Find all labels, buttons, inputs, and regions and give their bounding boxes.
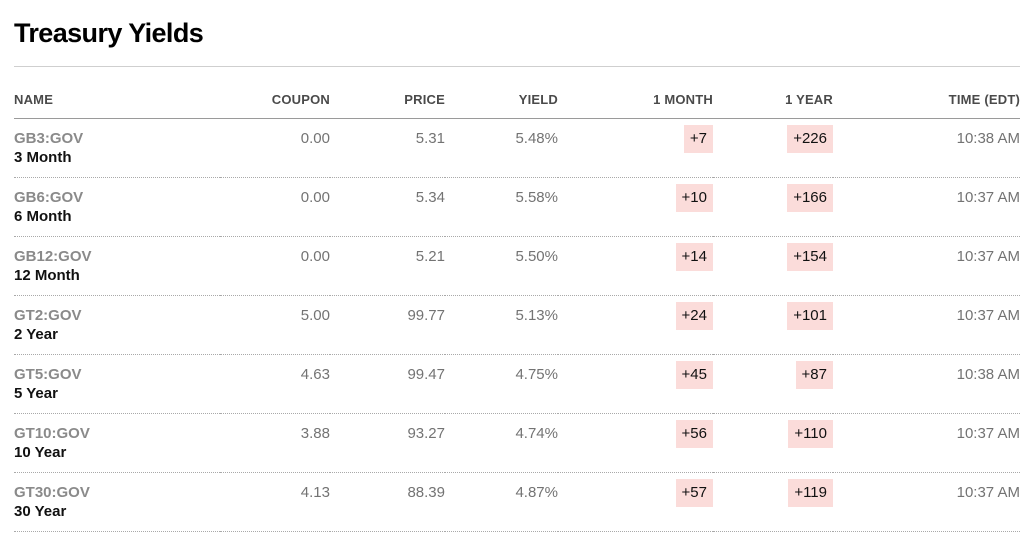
column-header-coupon: COUPON — [220, 67, 330, 119]
security-ticker-link[interactable]: GT5:GOV — [14, 366, 82, 383]
column-header-yield: YIELD — [445, 67, 558, 119]
column-header-price: PRICE — [330, 67, 445, 119]
one-year-change-badge: +119 — [788, 479, 833, 507]
table-row: GT30:GOV 30 Year 4.13 88.39 4.87% +57 +1… — [14, 472, 1020, 532]
security-cell: GT2:GOV 2 Year — [14, 295, 220, 355]
table-row: GB6:GOV 6 Month 0.00 5.34 5.58% +10 +166… — [14, 177, 1020, 237]
one-year-change-cell: +101 — [713, 295, 833, 355]
security-ticker-link[interactable]: GB12:GOV — [14, 248, 92, 265]
one-year-change-cell: +166 — [713, 177, 833, 237]
security-ticker-link[interactable]: GB6:GOV — [14, 189, 84, 206]
security-name: 6 Month — [14, 208, 72, 225]
security-cell: GT5:GOV 5 Year — [14, 354, 220, 414]
coupon-value: 3.88 — [220, 413, 330, 473]
security-ticker-link[interactable]: GT10:GOV — [14, 425, 90, 442]
table-row: GT10:GOV 10 Year 3.88 93.27 4.74% +56 +1… — [14, 413, 1020, 473]
yield-value: 4.74% — [445, 413, 558, 473]
time-value: 10:38 AM — [833, 354, 1020, 414]
security-cell: GT30:GOV 30 Year — [14, 472, 220, 532]
yield-value: 5.13% — [445, 295, 558, 355]
title-divider — [14, 66, 1020, 67]
one-month-change-cell: +56 — [558, 413, 713, 473]
time-value: 10:38 AM — [833, 118, 1020, 178]
time-value: 10:37 AM — [833, 236, 1020, 296]
yield-value: 5.50% — [445, 236, 558, 296]
one-month-change-badge: +57 — [675, 479, 713, 507]
price-value: 5.21 — [330, 236, 445, 296]
coupon-value: 0.00 — [220, 177, 330, 237]
security-cell: GB6:GOV 6 Month — [14, 177, 220, 237]
security-name: 3 Month — [14, 149, 72, 166]
one-month-change-badge: +56 — [675, 420, 713, 448]
coupon-value: 0.00 — [220, 118, 330, 178]
table-row: GT2:GOV 2 Year 5.00 99.77 5.13% +24 +101… — [14, 295, 1020, 355]
column-header-1-month: 1 MONTH — [558, 67, 713, 119]
one-month-change-cell: +57 — [558, 472, 713, 532]
one-month-change-cell: +7 — [558, 118, 713, 178]
coupon-value: 4.13 — [220, 472, 330, 532]
security-ticker-link[interactable]: GB3:GOV — [14, 130, 84, 147]
one-year-change-badge: +226 — [787, 125, 833, 153]
one-year-change-badge: +110 — [788, 420, 833, 448]
security-name: 10 Year — [14, 444, 67, 461]
one-year-change-cell: +110 — [713, 413, 833, 473]
one-month-change-badge: +45 — [675, 361, 713, 389]
price-value: 5.34 — [330, 177, 445, 237]
yield-value: 5.58% — [445, 177, 558, 237]
table-body: GB3:GOV 3 Month 0.00 5.31 5.48% +7 +226 … — [14, 118, 1020, 532]
one-year-change-cell: +119 — [713, 472, 833, 532]
yield-value: 4.87% — [445, 472, 558, 532]
one-year-change-badge: +101 — [787, 302, 833, 330]
column-header-name: NAME — [14, 67, 220, 119]
time-value: 10:37 AM — [833, 413, 1020, 473]
time-value: 10:37 AM — [833, 472, 1020, 532]
one-year-change-cell: +87 — [713, 354, 833, 414]
security-cell: GB3:GOV 3 Month — [14, 118, 220, 178]
one-year-change-cell: +154 — [713, 236, 833, 296]
security-name: 12 Month — [14, 267, 80, 284]
yield-value: 5.48% — [445, 118, 558, 178]
one-month-change-cell: +10 — [558, 177, 713, 237]
one-month-change-badge: +24 — [675, 302, 713, 330]
one-year-change-badge: +87 — [795, 361, 833, 389]
treasury-yields-table: NAME COUPON PRICE YIELD 1 MONTH 1 YEAR T… — [14, 67, 1020, 532]
coupon-value: 0.00 — [220, 236, 330, 296]
price-value: 5.31 — [330, 118, 445, 178]
one-month-change-cell: +14 — [558, 236, 713, 296]
security-cell: GB12:GOV 12 Month — [14, 236, 220, 296]
one-year-change-badge: +154 — [787, 243, 833, 271]
security-name: 30 Year — [14, 503, 67, 520]
time-value: 10:37 AM — [833, 177, 1020, 237]
coupon-value: 4.63 — [220, 354, 330, 414]
time-value: 10:37 AM — [833, 295, 1020, 355]
one-year-change-cell: +226 — [713, 118, 833, 178]
security-cell: GT10:GOV 10 Year — [14, 413, 220, 473]
one-year-change-badge: +166 — [787, 184, 833, 212]
yield-value: 4.75% — [445, 354, 558, 414]
one-month-change-cell: +24 — [558, 295, 713, 355]
coupon-value: 5.00 — [220, 295, 330, 355]
one-month-change-cell: +45 — [558, 354, 713, 414]
column-header-1-year: 1 YEAR — [713, 67, 833, 119]
security-name: 5 Year — [14, 385, 58, 402]
price-value: 93.27 — [330, 413, 445, 473]
one-month-change-badge: +14 — [675, 243, 713, 271]
security-ticker-link[interactable]: GT2:GOV — [14, 307, 82, 324]
price-value: 88.39 — [330, 472, 445, 532]
table-row: GB3:GOV 3 Month 0.00 5.31 5.48% +7 +226 … — [14, 118, 1020, 178]
table-row: GB12:GOV 12 Month 0.00 5.21 5.50% +14 +1… — [14, 236, 1020, 296]
table-row: GT5:GOV 5 Year 4.63 99.47 4.75% +45 +87 … — [14, 354, 1020, 414]
security-ticker-link[interactable]: GT30:GOV — [14, 484, 90, 501]
price-value: 99.47 — [330, 354, 445, 414]
one-month-change-badge: +10 — [675, 184, 713, 212]
security-name: 2 Year — [14, 326, 58, 343]
page-title: Treasury Yields — [14, 18, 204, 48]
one-month-change-badge: +7 — [683, 125, 713, 153]
table-header: NAME COUPON PRICE YIELD 1 MONTH 1 YEAR T… — [14, 67, 1020, 119]
price-value: 99.77 — [330, 295, 445, 355]
column-header-time: TIME (EDT) — [833, 67, 1020, 119]
